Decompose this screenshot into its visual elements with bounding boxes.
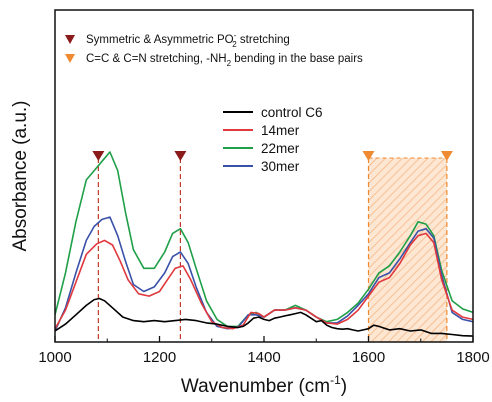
x-tick-label: 1800 [456,349,489,366]
phosphate-peak-marker [92,151,105,161]
legend-label: 14mer [261,123,300,138]
reference-lines [97,158,448,342]
x-axis-ticks: 1000 1200 1400 1600 1800 [38,336,490,366]
phosphate-peak-marker [174,151,187,161]
x-tick-label: 1200 [143,349,176,366]
y-axis-title: Absorbance (a.u.) [10,100,31,251]
annotation-legend: Symmetric & Asymmetric PO-2 stretching C… [65,31,363,68]
x-axis-title: Wavenumber (cm-1) [181,373,347,397]
series-line-30mer [55,216,473,332]
legend-label: 22mer [261,141,300,156]
base-pair-peak-marker [440,151,453,161]
series-lines [55,151,473,337]
series-line-14mer [55,232,473,330]
legend-label: control C6 [261,105,323,120]
phosphate-triangle-icon [65,35,75,44]
phosphate-legend-text: Symmetric & Asymmetric PO-2 stretching [86,31,290,49]
base-pair-peak-marker [362,151,375,161]
base-pair-legend-text: C=C & C=N stretching, -NH2 bending in th… [86,53,363,68]
base-pair-triangle-icon [65,54,75,63]
peak-markers [92,151,453,161]
legend-label: 30mer [261,159,300,174]
x-tick-label: 1600 [352,349,385,366]
series-legend: control C6 14mer 22mer 30mer [223,105,323,174]
series-line-control-c6 [55,297,473,337]
x-tick-label: 1400 [247,349,280,366]
x-tick-label: 1000 [38,349,71,366]
